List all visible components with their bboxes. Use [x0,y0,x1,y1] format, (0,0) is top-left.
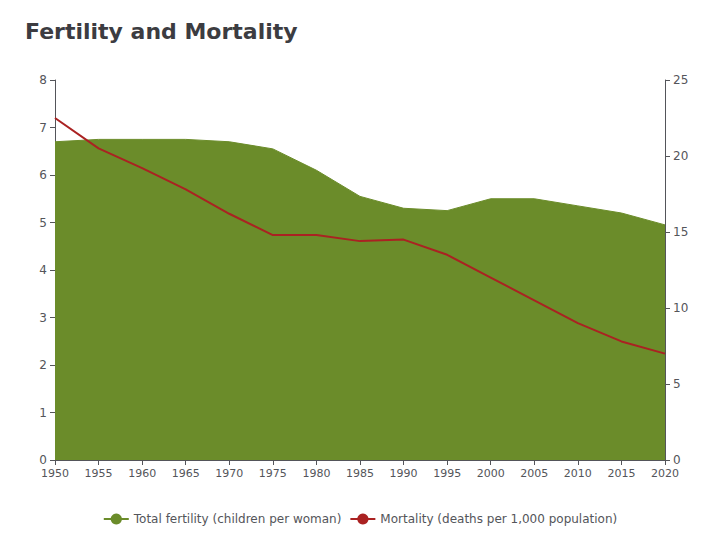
svg-text:6: 6 [39,168,47,182]
svg-text:1965: 1965 [172,467,200,480]
svg-text:Total fertility (children per: Total fertility (children per woman) [133,512,342,526]
svg-text:5: 5 [673,377,681,391]
svg-text:0: 0 [673,453,681,467]
svg-text:20: 20 [673,149,688,163]
svg-text:2: 2 [39,358,47,372]
svg-text:1: 1 [39,406,47,420]
svg-text:1950: 1950 [41,467,69,480]
svg-text:10: 10 [673,301,688,315]
svg-text:2010: 2010 [564,467,592,480]
svg-text:4: 4 [39,263,47,277]
svg-text:1990: 1990 [390,467,418,480]
svg-text:Mortality (deaths per 1,000 po: Mortality (deaths per 1,000 population) [380,512,617,526]
svg-text:2000: 2000 [477,467,505,480]
svg-text:1955: 1955 [85,467,113,480]
svg-text:1960: 1960 [128,467,156,480]
svg-text:1995: 1995 [433,467,461,480]
svg-text:2005: 2005 [520,467,548,480]
svg-text:2015: 2015 [607,467,635,480]
svg-text:3: 3 [39,311,47,325]
svg-text:1980: 1980 [302,467,330,480]
svg-text:1975: 1975 [259,467,287,480]
svg-text:25: 25 [673,73,688,87]
svg-text:15: 15 [673,225,688,239]
svg-text:5: 5 [39,216,47,230]
svg-text:7: 7 [39,121,47,135]
svg-text:8: 8 [39,73,47,87]
svg-text:1985: 1985 [346,467,374,480]
svg-text:Fertility and Mortality: Fertility and Mortality [25,19,298,44]
svg-text:1970: 1970 [215,467,243,480]
svg-text:2020: 2020 [651,467,679,480]
svg-text:0: 0 [39,453,47,467]
